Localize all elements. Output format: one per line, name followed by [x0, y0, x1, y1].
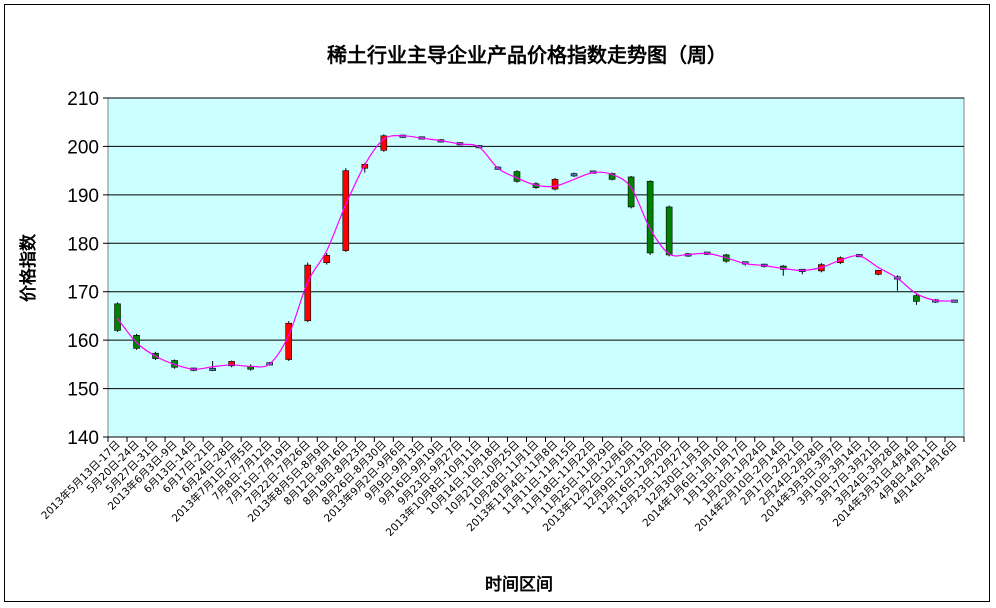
y-tick-label: 170	[67, 283, 99, 304]
y-tick-label: 180	[67, 234, 99, 255]
candle-body	[380, 135, 388, 151]
y-axis-label: 价格指数	[18, 233, 39, 302]
candle-body	[323, 255, 331, 263]
candle-body	[665, 206, 673, 256]
y-tick-label: 140	[67, 428, 99, 449]
candle-body	[646, 180, 654, 254]
y-axis-ticks: 140 150 160 170 180 190 200 210	[67, 89, 108, 449]
candle-body	[228, 361, 235, 367]
candle-body	[551, 179, 559, 190]
y-tick-label: 150	[67, 380, 99, 401]
chart-title: 稀土行业主导企业产品价格指数走势图（周）	[327, 43, 727, 67]
candle-body	[913, 295, 920, 302]
candle-body	[875, 270, 882, 275]
trend-line	[117, 135, 955, 370]
y-tick-label: 160	[67, 331, 99, 352]
candle-body	[304, 264, 312, 322]
y-tick-label: 210	[67, 89, 99, 110]
candle-body	[570, 173, 578, 177]
y-tick-label: 190	[67, 186, 99, 207]
y-tick-label: 200	[67, 137, 99, 158]
x-axis-tick-labels: 2013年5月13日-17日5月20日-24日5月27日-31日2013年6月3…	[39, 437, 965, 539]
candle-body	[114, 303, 121, 331]
candle-body	[209, 367, 216, 371]
x-axis-label: 时间区间	[485, 574, 553, 595]
plot-area	[107, 97, 965, 438]
candle-body	[608, 173, 616, 180]
